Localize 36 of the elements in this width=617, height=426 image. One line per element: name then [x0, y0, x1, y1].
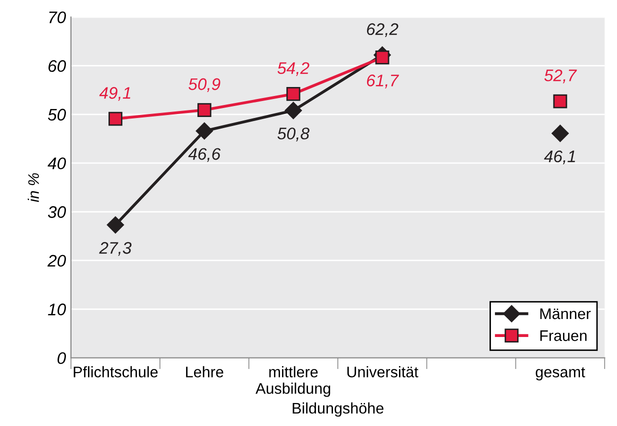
x-tick-label: Pflichtschule	[74, 366, 158, 378]
y-tick-label: 40	[48, 158, 66, 170]
point	[552, 124, 569, 142]
x-axis-title: Bildungshöhe	[292, 402, 384, 417]
data-label: 62,2	[367, 23, 398, 38]
y-tick-label: 10	[48, 304, 66, 316]
x-tick-label: mittlere Ausbildung	[256, 366, 330, 397]
y-tick-label: 50	[48, 108, 66, 121]
data-label: 52,7	[544, 70, 577, 84]
data-label: 50,8	[277, 128, 310, 142]
point	[106, 216, 124, 234]
y-tick-label: 30	[48, 206, 66, 218]
y-tick-label: 70	[49, 11, 66, 24]
point	[284, 102, 302, 120]
x-tick-label: gesamt	[536, 367, 586, 380]
x-tick-label: Universität	[347, 366, 418, 378]
data-label: 54,2	[277, 62, 310, 76]
data-label: 49,1	[99, 87, 130, 101]
point	[197, 103, 212, 117]
legend-label: Frauen	[540, 330, 587, 342]
point	[375, 50, 390, 64]
y-axis-title: in %	[28, 173, 39, 202]
point	[196, 122, 213, 140]
y-tick-label: 60	[48, 60, 66, 72]
legend-label: Männer	[540, 308, 591, 320]
data-label: 61,7	[367, 74, 400, 88]
point	[108, 112, 122, 126]
point	[286, 87, 300, 101]
data-label: 27,3	[99, 242, 132, 256]
y-tick-label: 20	[47, 254, 66, 267]
data-label: 46,6	[188, 148, 221, 162]
point	[553, 94, 568, 108]
data-label: 50,9	[188, 78, 220, 92]
y-tick-label: 0	[58, 352, 66, 364]
data-label: 46,1	[544, 150, 575, 164]
x-tick-label: Lehre	[186, 366, 224, 378]
